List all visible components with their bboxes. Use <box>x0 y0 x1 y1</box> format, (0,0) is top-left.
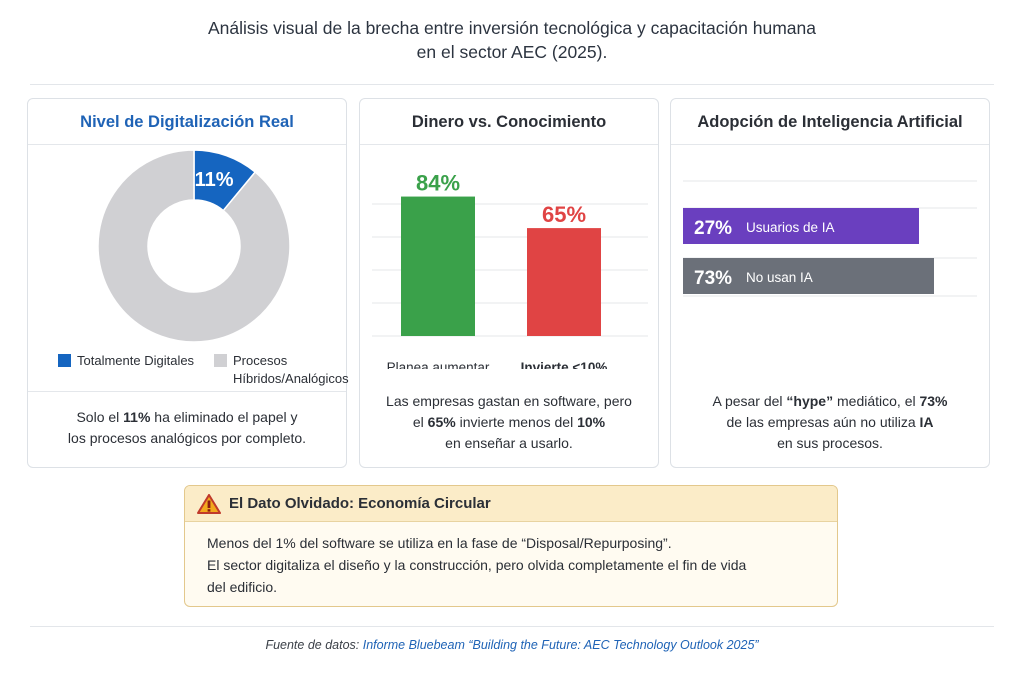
desc-text: ha eliminado el papel y <box>150 409 298 425</box>
desc-text: el <box>412 414 428 430</box>
bar-value-label: 84% <box>416 171 460 196</box>
card-ai-desc: A pesar del “hype” mediático, el 73% de … <box>671 391 989 454</box>
card-ai-title: Adopción de Inteligencia Artificial <box>697 113 963 131</box>
desc-highlight: 65% <box>427 414 456 430</box>
legend-item-hybrid: Procesos Híbridos/Analógicos <box>214 352 349 388</box>
hbar-category-label: Usuarios de IA <box>746 220 835 235</box>
hbar-category-label: No usan IA <box>746 270 813 285</box>
legend-label-hybrid-2: Híbridos/Analógicos <box>233 371 349 386</box>
card-money-desc: Las empresas gastan en software, pero el… <box>360 391 658 454</box>
hbar-value-label: 73% <box>694 268 732 289</box>
card-title-divider <box>360 144 658 145</box>
card-money-title: Dinero vs. Conocimiento <box>411 113 607 131</box>
header-line-2: en el sector AEC (2025). <box>416 42 608 62</box>
bar-1 <box>527 228 601 336</box>
desc-text: mediático, el <box>833 393 920 409</box>
hbar-value-label: 27% <box>694 218 732 239</box>
bar-0 <box>401 196 475 336</box>
hbar-0 <box>683 208 919 244</box>
footer-source-link[interactable]: Informe Bluebeam “Building the Future: A… <box>362 638 759 652</box>
desc-highlight: 10% <box>577 414 606 430</box>
card-digitalization-title: Nivel de Digitalización Real <box>80 113 294 131</box>
desc-highlight: IA <box>919 414 934 430</box>
desc-text: invierte menos del <box>455 414 578 430</box>
card-money-knowledge: Dinero vs. Conocimiento 84% Planea aument… <box>359 98 659 468</box>
card-digitalization-desc: Solo el 11% ha eliminado el papel y los … <box>28 407 346 449</box>
header-divider <box>30 84 994 85</box>
desc-highlight: 11% <box>123 409 151 425</box>
callout-header: El Dato Olvidado: Economía Circular <box>185 486 837 522</box>
donut-slice-1 <box>97 149 291 343</box>
donut-slice-label: 11% <box>195 169 234 191</box>
callout-line-1: Menos del 1% del software se utiliza en … <box>207 535 672 551</box>
legend-item-digital: Totalmente Digitales <box>58 352 194 370</box>
card-ai-adoption: Adopción de Inteligencia Artificial 27% U… <box>670 98 990 468</box>
desc-text: en sus procesos. <box>777 435 883 451</box>
desc-text: los procesos analógicos por completo. <box>67 430 307 446</box>
card-digitalization: Nivel de Digitalización Real 11% Totalme… <box>27 98 349 468</box>
callout-body: Menos del 1% del software se utiliza en … <box>185 522 837 598</box>
card-desc-divider <box>28 391 346 392</box>
desc-text: en enseñar a usarlo. <box>445 435 573 451</box>
desc-text: Solo el <box>76 409 124 425</box>
vertical-bar-chart: 84%Planea aumentargasto Tech65%Invierte … <box>372 171 648 369</box>
legend-label-hybrid-1: Procesos <box>233 353 288 368</box>
callout-line-3: del edificio. <box>207 579 278 595</box>
legend-label-digital: Totalmente Digitales <box>77 353 195 368</box>
footer-source: Fuente de datos: Informe Bluebeam “Build… <box>0 638 1024 652</box>
callout-line-2: El sector digitaliza el diseño y la cons… <box>207 557 747 573</box>
callout-title: El Dato Olvidado: Economía Circular <box>229 495 491 512</box>
horizontal-bar-chart: 27% Usuarios de IA 73% No usan IA <box>683 180 977 297</box>
desc-highlight: “hype” <box>786 393 834 409</box>
page-header: Análisis visual de la brecha entre inver… <box>0 16 1024 64</box>
desc-text: Las empresas gastan en software, pero <box>386 393 632 409</box>
desc-highlight: 73% <box>919 393 948 409</box>
legend-swatch-hybrid <box>214 354 227 367</box>
desc-text: A pesar del <box>712 393 787 409</box>
hbar-1 <box>683 258 934 294</box>
category-label: Invierte <10% <box>521 360 608 369</box>
footer-prefix: Fuente de datos: <box>265 638 363 652</box>
bar-value-label: 65% <box>542 202 586 227</box>
donut-chart: 11% <box>97 149 291 343</box>
desc-text: de las empresas aún no utiliza <box>726 414 920 430</box>
header-line-1: Análisis visual de la brecha entre inver… <box>208 18 816 38</box>
footer-divider <box>30 626 994 627</box>
legend-swatch-digital <box>58 354 71 367</box>
card-title-divider <box>28 144 346 145</box>
callout-circular-economy: El Dato Olvidado: Economía Circular Meno… <box>184 485 838 607</box>
category-label: Planea aumentar <box>387 360 490 369</box>
card-title-divider <box>671 144 989 145</box>
warning-icon <box>197 493 221 514</box>
